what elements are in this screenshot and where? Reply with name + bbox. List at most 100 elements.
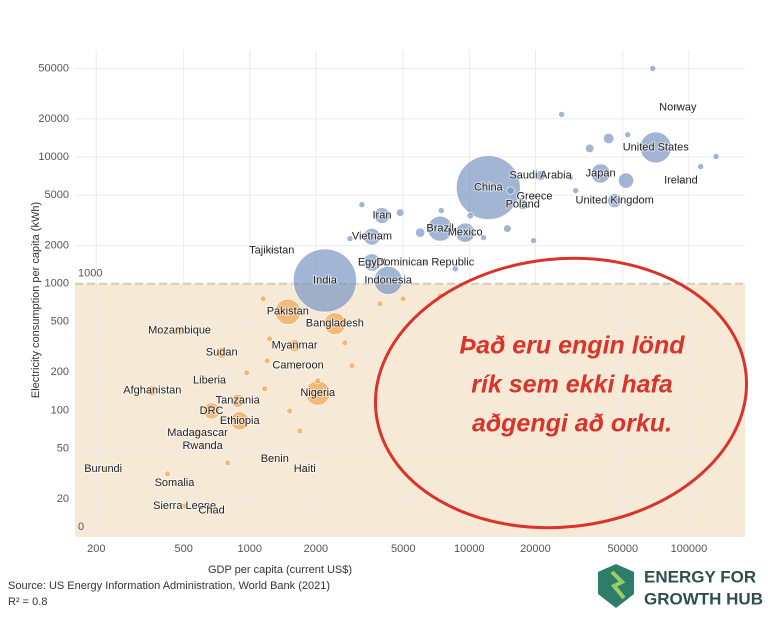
bubble — [585, 143, 595, 153]
bubble — [712, 153, 720, 160]
bubble — [452, 265, 459, 273]
band-bottom-label: 0 — [78, 521, 84, 533]
point-label: China — [474, 181, 504, 193]
threshold-label: 1000 — [78, 268, 102, 280]
annotation-text: rík sem ekki hafa — [471, 371, 673, 399]
bubble — [399, 295, 407, 303]
point-label: Tajikistan — [249, 244, 294, 256]
bubble — [362, 253, 381, 272]
point-label: Bangladesh — [306, 318, 364, 330]
point-label: Tanzania — [216, 395, 261, 407]
bubble — [674, 104, 682, 111]
y-tick-label: 2000 — [45, 239, 69, 251]
point-label: Haiti — [294, 463, 316, 475]
bubble — [624, 131, 631, 139]
point-label: Brazil — [426, 223, 454, 235]
point-label: Pakistan — [267, 306, 309, 318]
x-tick-label: 2000 — [304, 543, 328, 555]
point-label: Sudan — [206, 347, 238, 359]
bubble — [203, 402, 220, 420]
bubble — [373, 207, 391, 224]
bubble — [170, 479, 179, 487]
bubble — [206, 377, 213, 385]
annotation-ellipse — [373, 256, 749, 530]
r-squared-note: R² = 0.8 — [8, 596, 47, 608]
bubble — [268, 247, 276, 254]
bubble — [503, 224, 512, 233]
y-tick-label: 20 — [57, 493, 69, 505]
point-label: Ethiopia — [220, 415, 261, 427]
bubble — [174, 325, 185, 336]
x-tick-label: 100000 — [671, 543, 708, 555]
bubble — [296, 427, 304, 435]
y-tick-label: 1000 — [45, 278, 69, 290]
bubble — [274, 298, 301, 325]
bubble — [224, 459, 231, 467]
bubble — [199, 442, 206, 450]
x-tick-label: 200 — [87, 543, 105, 555]
point-label: Sierra Leone — [153, 500, 216, 512]
point-label: Mozambique — [148, 325, 211, 337]
y-tick-label: 200 — [51, 366, 69, 378]
x-tick-label: 50000 — [608, 543, 639, 555]
bubble — [314, 377, 322, 385]
point-label: Japan — [586, 167, 616, 179]
bubble — [649, 65, 657, 72]
y-tick-label: 20000 — [38, 113, 69, 125]
point-label: Vietnam — [352, 231, 392, 243]
annotation-text: Það eru engin lönd — [459, 332, 685, 360]
point-label: Burundi — [84, 463, 122, 475]
logo: ENERGY FOR GROWTH HUB — [598, 564, 763, 608]
bubble — [346, 235, 354, 242]
point-label: Egypt — [358, 256, 386, 268]
bubble — [618, 172, 634, 189]
point-label: Greece — [516, 191, 552, 203]
bubble — [164, 470, 171, 478]
y-axis-title: Electricity consumption per capita (kWh) — [30, 202, 42, 398]
bubble — [697, 163, 704, 170]
point-label: Poland — [506, 199, 540, 211]
bubble — [640, 131, 672, 164]
bubble — [466, 211, 474, 220]
x-tick-label: 500 — [174, 543, 192, 555]
point-label: Rwanda — [182, 440, 223, 452]
bubble — [421, 259, 429, 266]
bubble — [437, 207, 445, 214]
bubble — [341, 339, 349, 347]
y-tick-label: 50000 — [38, 62, 69, 74]
bubble — [677, 177, 685, 184]
point-label: DRC — [200, 405, 224, 417]
bubble — [376, 300, 384, 308]
point-label: Indonesia — [364, 274, 413, 286]
point-label: Somalia — [155, 477, 196, 489]
bubble — [531, 193, 538, 200]
point-label: Saudi Arabia — [509, 169, 572, 181]
point-label: Mexico — [448, 227, 483, 239]
logo-text: GROWTH HUB — [644, 589, 763, 608]
point-label: Chad — [198, 505, 224, 517]
bubble — [517, 199, 529, 211]
bubble — [261, 385, 269, 393]
bubble — [373, 266, 403, 295]
bubble — [259, 295, 267, 303]
point-label: Cameroon — [272, 360, 323, 372]
bubble — [567, 174, 574, 181]
bubble — [293, 361, 303, 371]
x-tick-label: 1000 — [238, 543, 262, 555]
annotation-text: aðgengi að orku. — [472, 410, 672, 438]
point-label: Norway — [659, 101, 697, 113]
point-labels: Norway United States Ireland Saudi Arabia Ja… — [83, 100, 698, 517]
bubble — [215, 346, 228, 359]
bubble — [590, 163, 611, 184]
bubble — [572, 187, 580, 194]
point-label: India — [313, 274, 338, 286]
bubble — [603, 132, 615, 145]
logo-bolt — [610, 570, 626, 600]
bubble — [293, 248, 357, 313]
bubble — [323, 312, 347, 335]
bubble — [506, 186, 515, 195]
bubble — [480, 234, 487, 241]
bubble — [358, 201, 366, 208]
bubble — [415, 227, 426, 238]
